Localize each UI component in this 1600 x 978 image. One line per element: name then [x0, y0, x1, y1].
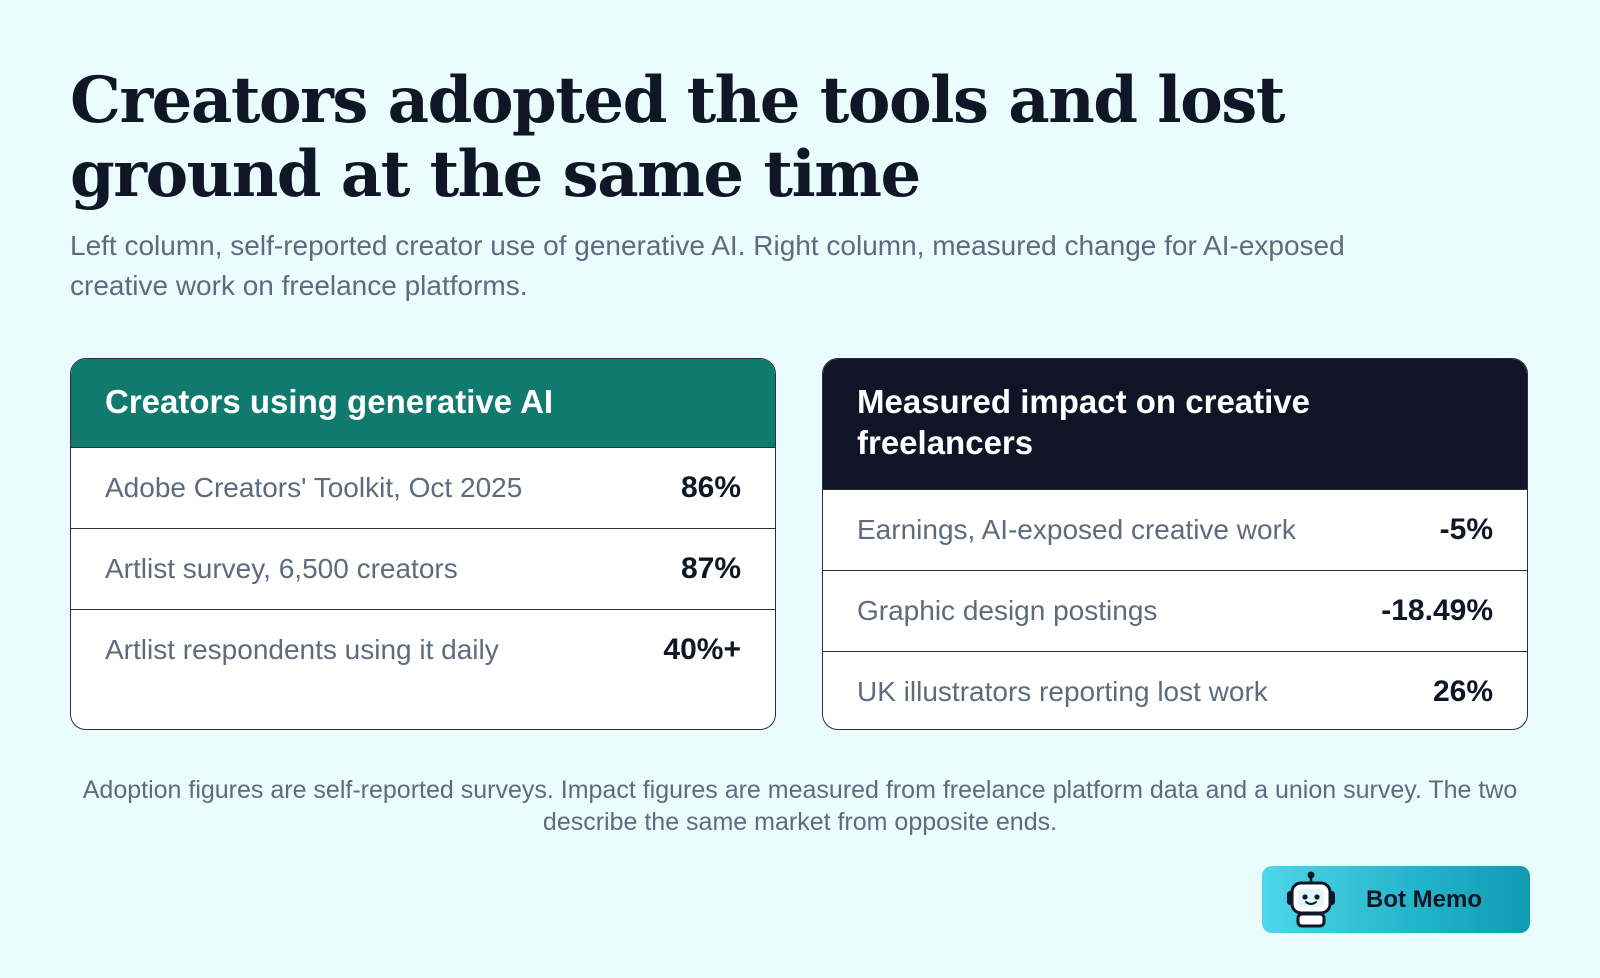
row-value: 26%	[1432, 675, 1493, 708]
footnote: Adoption figures are self-reported surve…	[82, 776, 1518, 836]
row-value: 40%+	[663, 633, 741, 666]
table-row: Artlist survey, 6,500 creators 87%	[71, 528, 775, 609]
row-label: Earnings, AI-exposed creative work	[857, 514, 1296, 545]
adoption-card: Creators using generative AI Adobe Creat…	[70, 358, 776, 730]
impact-card: Measured impact on creative freelancers …	[822, 358, 1528, 730]
table-row: Graphic design postings -18.49%	[823, 570, 1527, 651]
impact-card-heading: Measured impact on creative freelancers	[823, 359, 1527, 489]
table-row: Artlist respondents using it daily 40%+	[71, 609, 775, 690]
page-subtitle: Left column, self-reported creator use o…	[70, 230, 1345, 301]
table-row: UK illustrators reporting lost work 26%	[823, 651, 1527, 729]
row-label: UK illustrators reporting lost work	[857, 676, 1268, 707]
page-title: Creators adopted the tools and lost grou…	[70, 63, 1285, 212]
robot-icon	[1287, 871, 1335, 927]
brand-badge: Bot Memo	[1262, 866, 1530, 933]
row-value: -5%	[1439, 513, 1493, 546]
row-label: Graphic design postings	[857, 595, 1158, 626]
brand-label: Bot Memo	[1366, 885, 1482, 913]
adoption-card-heading: Creators using generative AI	[71, 359, 775, 447]
row-value: -18.49%	[1381, 594, 1493, 627]
row-label: Artlist respondents using it daily	[105, 634, 499, 665]
table-row: Adobe Creators' Toolkit, Oct 2025 86%	[71, 447, 775, 528]
table-row: Earnings, AI-exposed creative work -5%	[823, 489, 1527, 570]
row-value: 87%	[680, 552, 741, 585]
row-label: Artlist survey, 6,500 creators	[105, 553, 458, 584]
row-label: Adobe Creators' Toolkit, Oct 2025	[105, 472, 523, 503]
row-value: 86%	[680, 471, 741, 504]
